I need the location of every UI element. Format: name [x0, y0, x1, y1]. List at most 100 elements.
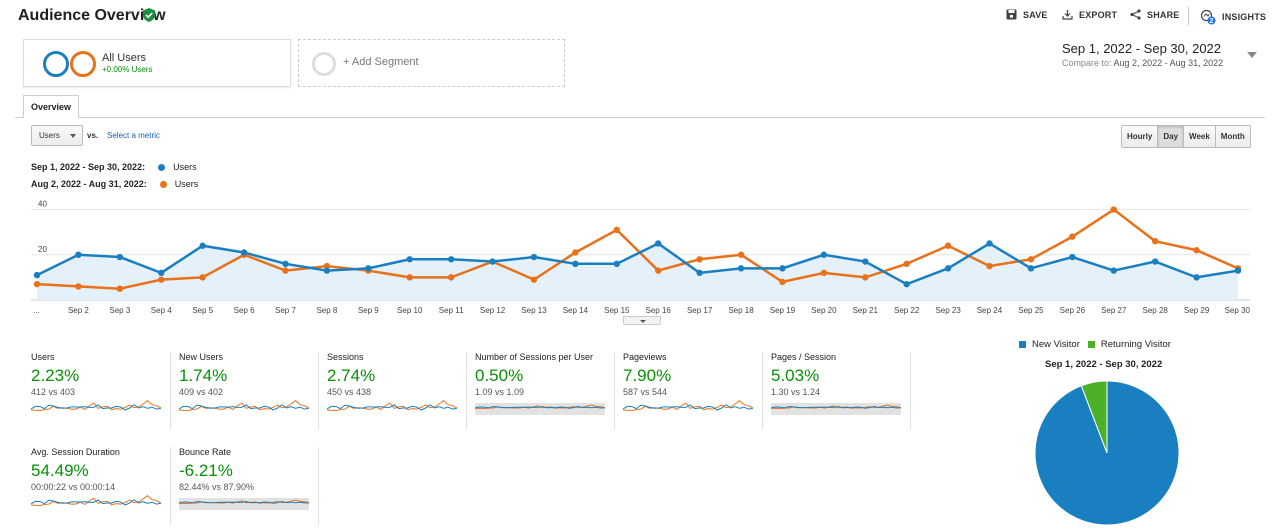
previous-point[interactable]: [323, 262, 331, 270]
week-button[interactable]: Week: [1184, 126, 1216, 147]
x-tick-label: Sep 7: [275, 306, 296, 315]
current-point[interactable]: [365, 265, 372, 272]
previous-point[interactable]: [737, 251, 745, 258]
x-tick-label: Sep 8: [316, 306, 337, 315]
add-segment-button[interactable]: + Add Segment: [298, 39, 565, 87]
caret-down-icon: [70, 134, 76, 138]
previous-point[interactable]: [1193, 247, 1200, 254]
current-point[interactable]: [1069, 253, 1076, 261]
previous-point[interactable]: [1110, 206, 1117, 213]
export-label: EXPORT: [1079, 9, 1118, 20]
kpi-tile[interactable]: New Users 1.74% 409 vs 402: [179, 352, 319, 430]
pie-slice[interactable]: [1080, 380, 1108, 454]
sparkline-current: [327, 404, 457, 411]
month-button[interactable]: Month: [1215, 126, 1250, 147]
current-point[interactable]: [530, 253, 538, 261]
previous-point[interactable]: [447, 274, 455, 281]
previous-point[interactable]: [572, 249, 579, 256]
current-point[interactable]: [447, 256, 455, 263]
save-button[interactable]: SAVE: [1006, 9, 1048, 20]
previous-point[interactable]: [655, 267, 662, 274]
previous-point[interactable]: [696, 256, 703, 263]
kpi-change: 7.90%: [623, 366, 672, 385]
previous-point[interactable]: [75, 283, 82, 290]
current-point[interactable]: [944, 265, 952, 272]
previous-point[interactable]: [158, 276, 165, 283]
current-point[interactable]: [986, 240, 993, 247]
current-point[interactable]: [613, 260, 620, 268]
current-point[interactable]: [282, 260, 289, 268]
previous-point[interactable]: [116, 285, 124, 292]
current-point[interactable]: [572, 260, 579, 268]
legend-swatch-returning: [1087, 341, 1095, 348]
current-point[interactable]: [240, 249, 248, 256]
previous-point[interactable]: [1069, 233, 1076, 240]
current-point[interactable]: [655, 240, 662, 247]
current-point[interactable]: [116, 253, 124, 261]
segment-all-users[interactable]: All Users +0.00% Users: [23, 39, 291, 87]
kpi-tile[interactable]: Number of Sessions per User 0.50% 1.09 vs …: [475, 352, 615, 430]
users-line-chart[interactable]: 20 40... Sep 2 Sep 3 Sep 4 Sep 5 Sep 6 Sep 7 Sep…: [0, 195, 1280, 317]
previous-point[interactable]: [406, 274, 413, 281]
current-point[interactable]: [75, 251, 82, 258]
current-point[interactable]: [489, 258, 496, 265]
x-tick-label: Sep 22: [894, 306, 920, 315]
current-point[interactable]: [737, 265, 745, 272]
empty-segment-circle-icon: [312, 52, 336, 76]
current-point[interactable]: [820, 251, 828, 258]
visitor-pie-chart[interactable]: 94.2%: [1032, 378, 1182, 528]
current-point[interactable]: [158, 269, 165, 277]
current-point[interactable]: [323, 267, 331, 274]
x-tick-label: Sep 15: [604, 306, 630, 315]
chevron-down-icon[interactable]: [1247, 52, 1257, 58]
sparkline-current: [771, 405, 901, 409]
previous-point[interactable]: [779, 278, 786, 286]
current-point[interactable]: [406, 256, 413, 263]
previous-point[interactable]: [1027, 256, 1035, 263]
kpi-tile[interactable]: Users 2.23% 412 vs 403: [31, 352, 171, 430]
previous-point[interactable]: [944, 242, 952, 249]
current-point[interactable]: [199, 242, 206, 249]
previous-point[interactable]: [903, 260, 910, 268]
day-button[interactable]: Day: [1158, 126, 1185, 147]
previous-point[interactable]: [530, 276, 538, 283]
previous-point[interactable]: [862, 274, 869, 281]
current-point[interactable]: [903, 280, 910, 288]
chart-collapse-handle[interactable]: [623, 316, 661, 325]
previous-point[interactable]: [613, 226, 620, 234]
tab-overview[interactable]: Overview: [23, 95, 79, 118]
x-tick-label: Sep 18: [728, 306, 754, 315]
current-point[interactable]: [1027, 265, 1035, 272]
current-point[interactable]: [779, 265, 786, 272]
previous-point[interactable]: [199, 274, 206, 281]
metric-select[interactable]: Users: [31, 125, 83, 146]
previous-point[interactable]: [1151, 237, 1159, 245]
kpi-tile[interactable]: Pageviews 7.90% 587 vs 544: [623, 352, 763, 430]
export-button[interactable]: EXPORT: [1062, 9, 1117, 20]
kpi-tile[interactable]: Pages / Session 5.03% 1.30 vs 1.24: [771, 352, 911, 430]
current-point[interactable]: [1234, 267, 1242, 274]
kpi-title: Pageviews: [623, 352, 667, 362]
hourly-button[interactable]: Hourly: [1122, 126, 1159, 147]
current-point[interactable]: [1193, 274, 1200, 281]
current-point[interactable]: [696, 269, 703, 277]
previous-point[interactable]: [282, 267, 289, 274]
kpi-tile[interactable]: Sessions 2.74% 450 vs 438: [327, 352, 467, 430]
current-point[interactable]: [1110, 267, 1117, 274]
select-metric-link[interactable]: Select a metric: [107, 131, 160, 140]
previous-point[interactable]: [986, 262, 993, 270]
previous-point[interactable]: [33, 280, 41, 288]
current-point[interactable]: [33, 271, 41, 279]
share-button[interactable]: SHARE: [1130, 9, 1180, 20]
previous-point[interactable]: [820, 269, 828, 277]
date-range-picker[interactable]: Sep 1, 2022 - Sep 30, 2022 Compare to: A…: [1062, 41, 1262, 68]
insights-button[interactable]: 2 INSIGHTS: [1200, 9, 1266, 25]
kpi-tile[interactable]: Avg. Session Duration 54.49% 00:00:22 vs 0…: [31, 447, 171, 525]
x-tick-label: Sep 21: [853, 306, 879, 315]
legend-previous-series: Users: [174, 179, 199, 189]
kpi-tile[interactable]: Bounce Rate -6.21% 82.44% vs 87.90%: [179, 447, 319, 525]
x-tick-label: ...: [33, 306, 40, 315]
current-point[interactable]: [862, 258, 869, 265]
segment-rings-icon: [43, 51, 96, 77]
current-point[interactable]: [1151, 258, 1159, 265]
